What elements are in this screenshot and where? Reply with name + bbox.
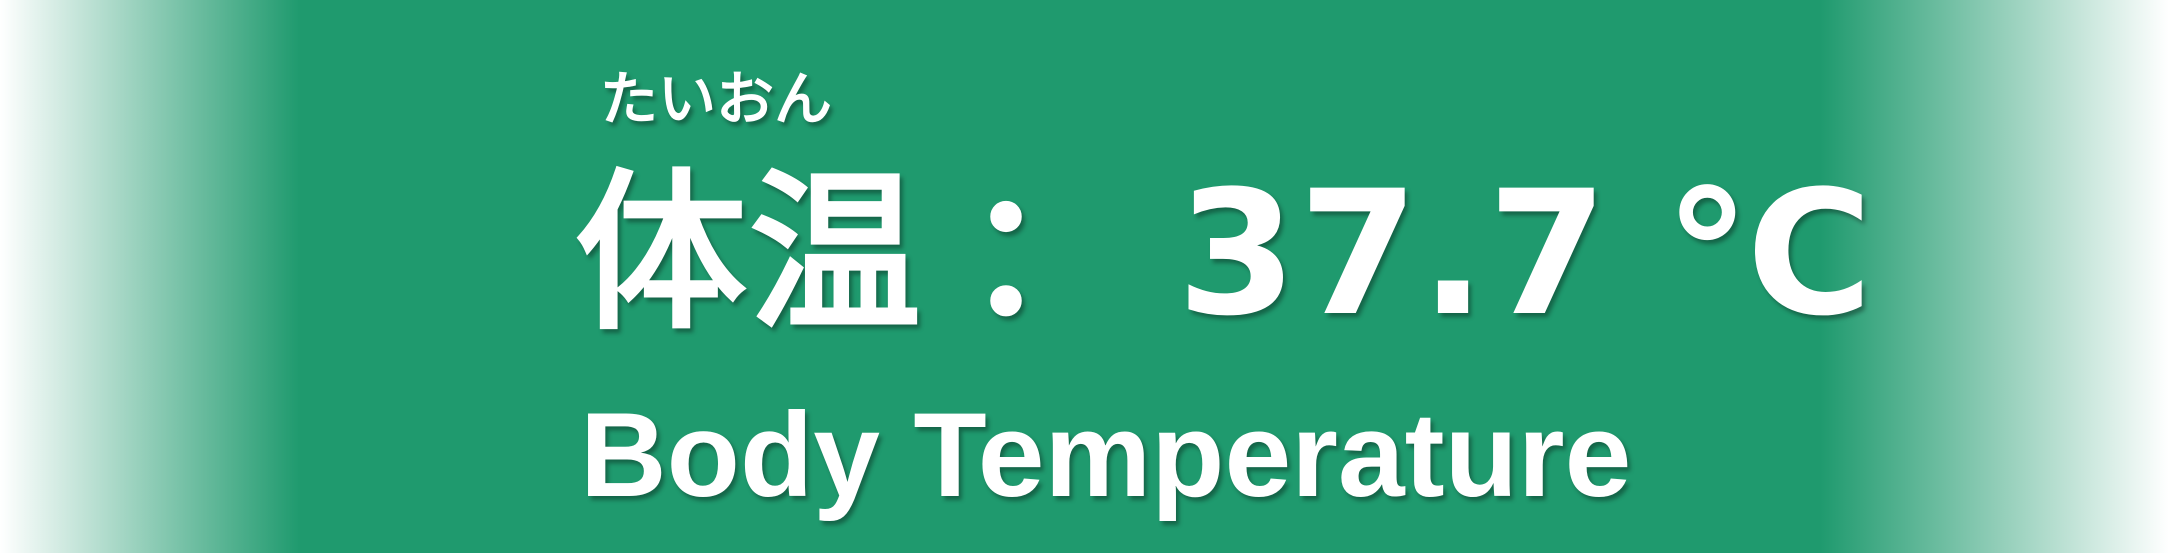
label-separator: ： [963, 153, 1137, 354]
furigana-label: たいおん [600, 65, 833, 133]
english-label: Body Temperature [580, 388, 1632, 522]
temperature-reading: 体温： 37.7 ℃ [575, 168, 1875, 340]
japanese-label: 体温 [575, 153, 923, 354]
temperature-value: 37.7 [1177, 153, 1610, 354]
temperature-unit: ℃ [1664, 153, 1875, 354]
